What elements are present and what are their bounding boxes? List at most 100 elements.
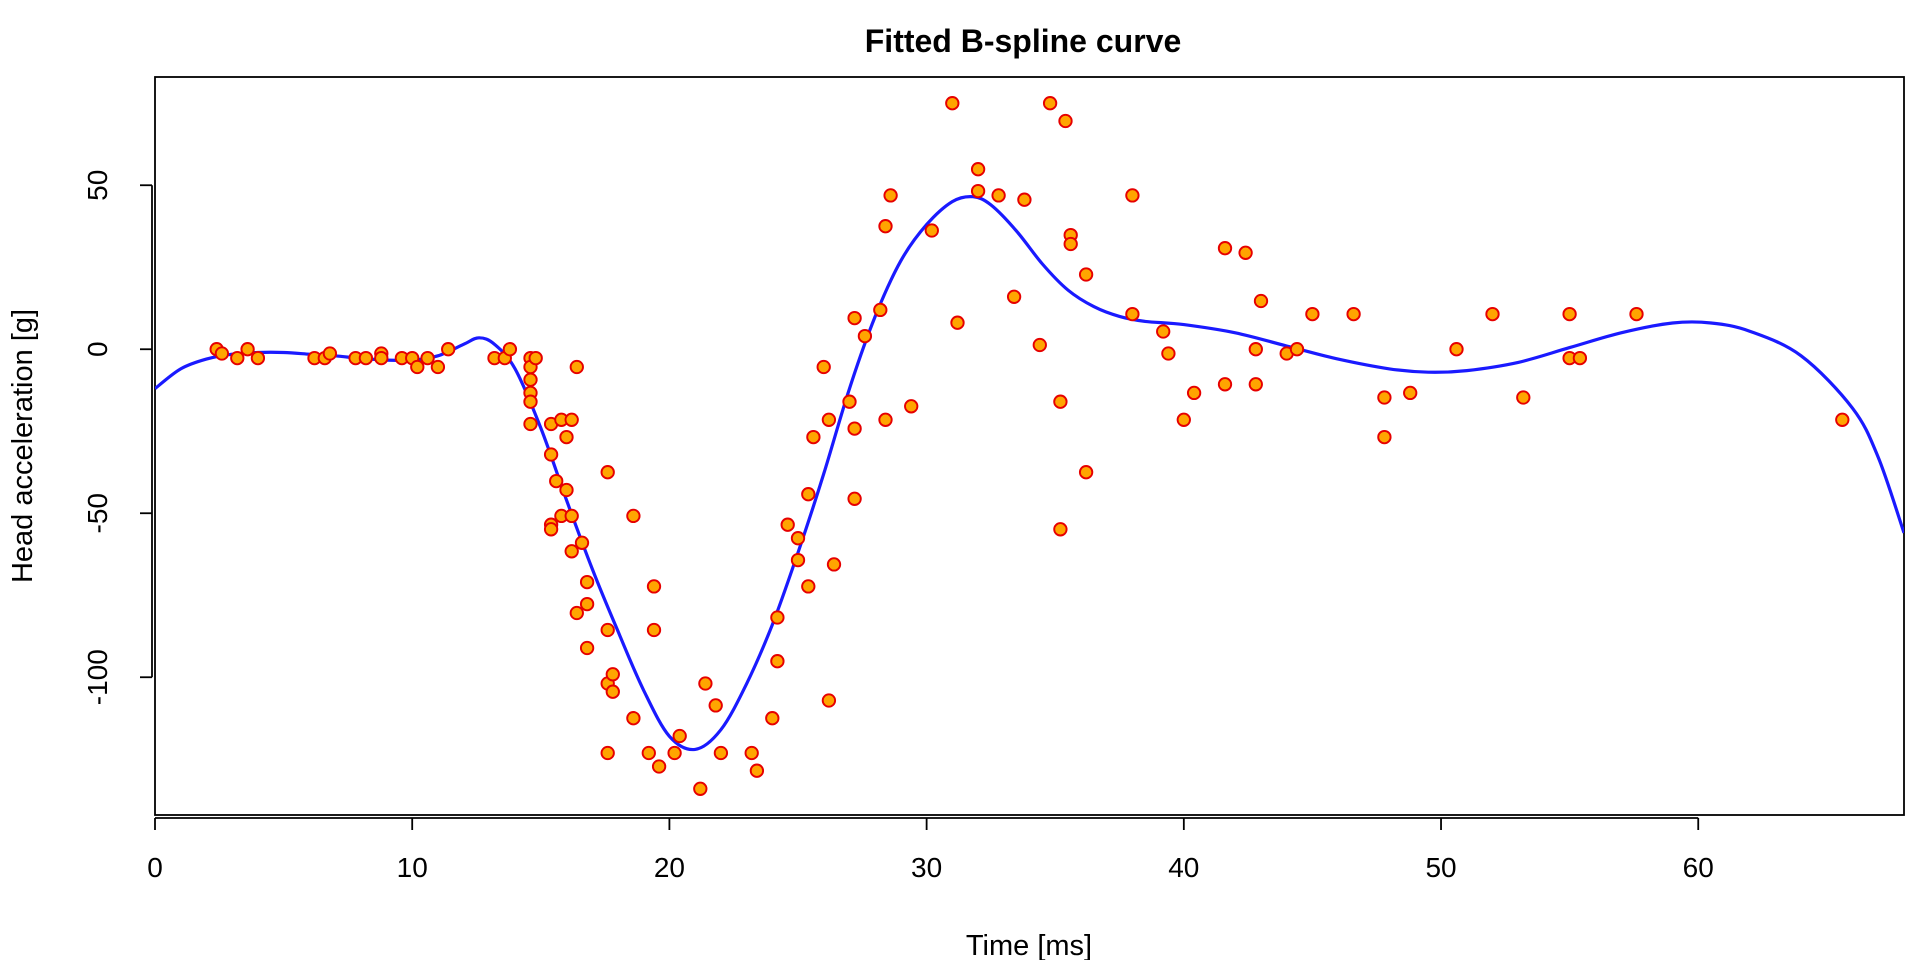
x-tick-label: 50 [1425, 852, 1456, 883]
data-point [667, 745, 682, 761]
data-point [250, 350, 266, 366]
data-point [826, 557, 842, 572]
data-point [1253, 293, 1269, 309]
data-point [1485, 306, 1500, 322]
data-point [790, 552, 806, 568]
data-point [600, 465, 615, 480]
data-point [626, 508, 641, 524]
data-point [770, 610, 785, 625]
data-point [1032, 337, 1047, 353]
data-point [945, 96, 960, 111]
data-point [847, 310, 862, 326]
data-point [1042, 96, 1058, 111]
y-tick-label: 0 [82, 341, 113, 357]
data-point [230, 350, 245, 366]
data-point [1078, 465, 1094, 480]
data-point [579, 596, 595, 612]
data-point [559, 482, 574, 498]
data-point [1125, 306, 1140, 322]
data-point [1248, 377, 1263, 392]
plot-frame [154, 76, 1905, 816]
data-point [543, 447, 559, 462]
data-point [924, 223, 939, 238]
data-point [240, 342, 255, 357]
data-points-layer [209, 96, 1850, 796]
data-point [883, 188, 898, 203]
data-point [523, 416, 538, 432]
data-point [693, 781, 708, 796]
data-point [569, 359, 584, 375]
data-point [1053, 394, 1068, 409]
data-point [579, 640, 595, 656]
data-point [1063, 236, 1078, 252]
x-tick-label: 30 [911, 852, 942, 883]
data-point [1176, 412, 1191, 427]
data-point [780, 517, 795, 532]
data-point [970, 183, 986, 199]
data-point [1161, 346, 1176, 361]
data-point [559, 429, 574, 445]
data-point [1238, 245, 1253, 260]
data-point [801, 487, 816, 502]
fitted-spline-line [155, 194, 1904, 752]
data-point [564, 508, 579, 524]
data-point [322, 346, 338, 361]
chart-title: Fitted B-spline curve [865, 23, 1182, 59]
data-point [523, 394, 538, 409]
data-point [528, 350, 543, 366]
data-point [847, 491, 862, 506]
data-point [651, 759, 667, 774]
data-point [698, 676, 713, 691]
data-point [1629, 306, 1644, 322]
data-point [358, 350, 374, 366]
x-tick-label: 10 [397, 852, 428, 883]
data-point [1377, 390, 1392, 405]
data-point [1248, 342, 1263, 357]
data-point [770, 654, 785, 669]
data-point [765, 711, 780, 726]
data-point [1006, 289, 1022, 304]
x-tick-label: 40 [1168, 852, 1199, 883]
data-point [991, 188, 1006, 203]
data-point [1058, 113, 1073, 129]
data-point [857, 328, 873, 344]
data-point [801, 579, 816, 594]
data-point [646, 622, 662, 638]
data-point [816, 359, 831, 375]
data-point [564, 544, 579, 559]
data-point [708, 698, 723, 713]
data-point [1289, 342, 1305, 357]
data-point [878, 219, 893, 234]
data-point [441, 342, 456, 357]
data-point [579, 574, 595, 590]
x-axis-label: Time [ms] [966, 930, 1092, 960]
data-point [641, 745, 656, 761]
data-point [1835, 412, 1850, 427]
data-point [605, 667, 620, 682]
data-point [1156, 324, 1171, 339]
data-point [790, 531, 806, 546]
data-point [970, 162, 986, 177]
data-point [605, 684, 620, 699]
data-point [523, 372, 538, 387]
data-point [543, 522, 559, 537]
data-point [569, 605, 584, 621]
data-point [374, 350, 389, 366]
y-tick-label: -100 [82, 649, 113, 705]
data-point [1516, 390, 1531, 405]
data-point [626, 711, 641, 726]
data-point [744, 745, 759, 761]
data-point [1017, 192, 1032, 207]
data-point [1217, 241, 1233, 256]
data-point [847, 421, 862, 436]
data-point [574, 535, 590, 550]
data-point [646, 579, 662, 594]
data-point [821, 412, 837, 427]
x-tick-label: 20 [654, 852, 685, 883]
data-point [749, 763, 765, 778]
y-axis-label: Head acceleration [g] [7, 309, 39, 583]
x-axis: 0 10 20 30 40 50 60 [147, 817, 1714, 883]
y-tick-label: -50 [82, 493, 113, 533]
